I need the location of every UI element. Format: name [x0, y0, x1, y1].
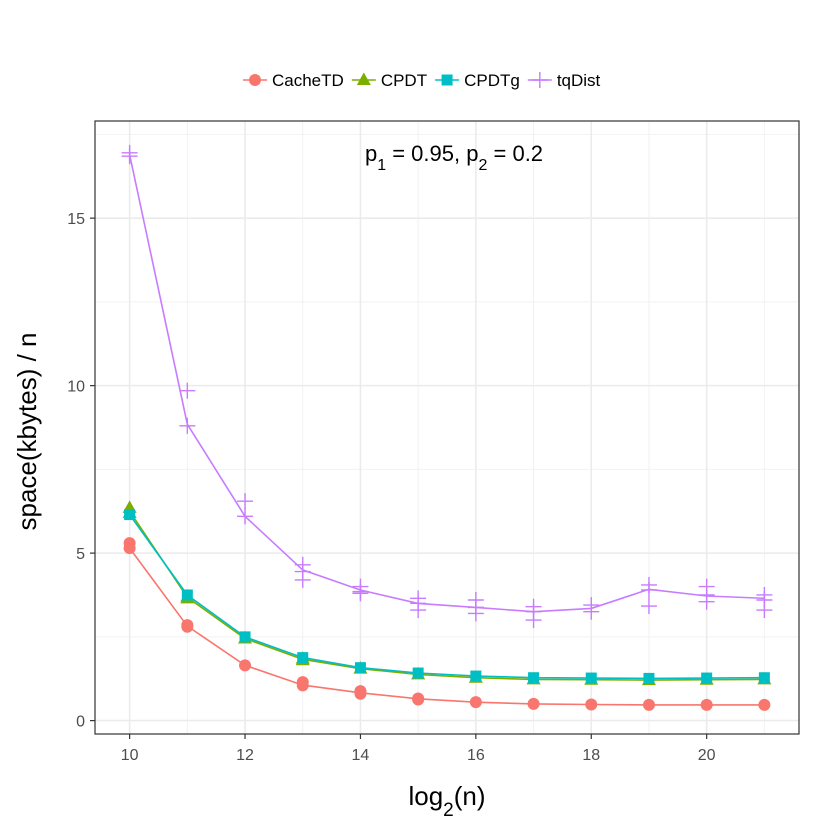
x-tick-label: 10: [121, 747, 139, 764]
annotation-part: = 0.95,: [386, 141, 466, 166]
y-tick-label: 5: [76, 546, 85, 563]
legend-key-marker: [249, 74, 261, 86]
legend-label: tqDist: [557, 71, 601, 90]
legend-label: CacheTD: [272, 71, 344, 90]
point-tqDist: [467, 605, 484, 622]
point-CacheTD: [412, 693, 425, 706]
annotation-part: p: [466, 141, 478, 166]
point-CPDTg: [701, 672, 713, 684]
point-CPDTg: [585, 672, 597, 684]
x-tick-label: 16: [467, 747, 485, 764]
y-axis-title: space(kbytes) / n: [12, 333, 42, 531]
series-line-tqDist: [128, 154, 765, 613]
point-CPDTg: [758, 672, 770, 684]
series-line-CPDTg: [128, 514, 765, 680]
legend-item-tqDist: tqDist: [527, 69, 601, 91]
point-CacheTD: [354, 687, 367, 700]
point-tqDist: [179, 417, 196, 434]
x-tick-label: 20: [698, 747, 716, 764]
point-CPDTg: [181, 589, 193, 601]
gridlines: [95, 121, 799, 734]
point-CPDTg: [354, 662, 366, 674]
annotation-text: p1 = 0.95, p2 = 0.2: [365, 141, 543, 174]
point-tqDist: [237, 508, 254, 525]
point-tqDist: [756, 602, 773, 619]
point-tqDist: [121, 148, 138, 165]
x-tick-label: 18: [582, 747, 600, 764]
annotation-subscript: 1: [377, 157, 386, 174]
point-CacheTD: [239, 659, 252, 672]
y-tick-label: 10: [67, 379, 85, 396]
x-tick-label: 14: [352, 747, 370, 764]
legend: CacheTD CPDT CPDTg tqDist: [243, 69, 601, 91]
point-tqDist: [640, 581, 657, 598]
point-CacheTD: [527, 697, 540, 710]
plot-border: [94, 120, 800, 735]
legend-key-marker: [441, 74, 453, 86]
x-axis-title: log2(n): [408, 781, 485, 821]
point-CacheTD: [123, 542, 136, 555]
annotation: p1 = 0.95, p2 = 0.2: [365, 141, 543, 174]
point-CPDTg: [297, 652, 309, 664]
axis-titles: log2(n) space(kbytes) / n: [12, 333, 486, 821]
point-CacheTD: [758, 698, 771, 711]
annotation-subscript: 2: [478, 157, 487, 174]
y-tick-label: 0: [76, 714, 85, 731]
point-CPDTg: [412, 667, 424, 679]
plot-panel: [95, 121, 799, 734]
x-axis-title-subscript: 2: [443, 800, 454, 821]
legend-item-CPDTg: CPDTg: [435, 69, 520, 91]
series-lines: [128, 154, 765, 706]
point-CPDTg: [528, 672, 540, 684]
point-CacheTD: [700, 698, 713, 711]
legend-item-CPDT: CPDT: [351, 69, 427, 91]
point-CacheTD: [296, 679, 309, 692]
point-tqDist: [410, 602, 427, 619]
point-tqDist: [294, 571, 311, 588]
point-CacheTD: [585, 698, 598, 711]
point-CPDTg: [643, 672, 655, 684]
point-tqDist: [698, 593, 715, 610]
point-tqDist: [179, 382, 196, 399]
point-CacheTD: [642, 698, 655, 711]
legend-label: CPDT: [381, 71, 427, 90]
series-line-CacheTD: [128, 547, 765, 706]
point-tqDist: [237, 493, 254, 510]
series-points: [121, 144, 773, 711]
x-tick-label: 12: [236, 747, 254, 764]
series-line-CPDT: [128, 510, 765, 681]
annotation-part: p: [365, 141, 377, 166]
y-tick-label: 15: [67, 211, 85, 228]
x-axis-title-part: log: [408, 781, 443, 811]
point-tqDist: [640, 598, 657, 615]
point-CPDTg: [470, 670, 482, 682]
point-CacheTD: [181, 620, 194, 633]
point-tqDist: [352, 585, 369, 602]
point-tqDist: [583, 603, 600, 620]
legend-label: CPDTg: [464, 71, 520, 90]
point-CPDTg: [239, 631, 251, 643]
legend-key-marker: [356, 72, 371, 85]
legend-item-CacheTD: CacheTD: [243, 69, 344, 91]
point-CacheTD: [469, 696, 482, 709]
legend-key-marker: [531, 72, 548, 88]
point-tqDist: [525, 612, 542, 629]
axis-ticks: 10 12 14 16 18 20 0 5 10 15: [67, 211, 715, 764]
annotation-part: = 0.2: [487, 141, 543, 166]
point-CPDTg: [124, 509, 136, 521]
x-axis-title-part: (n): [454, 781, 486, 811]
